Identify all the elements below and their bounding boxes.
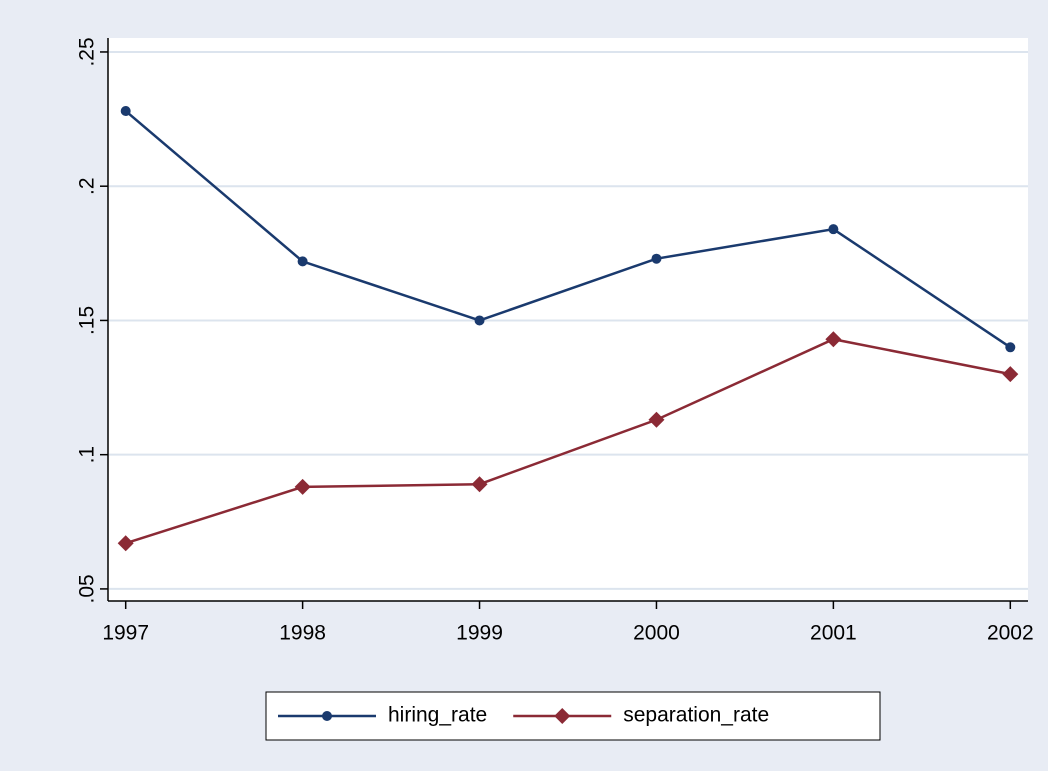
marker [828,224,839,235]
marker [322,711,332,721]
y-tick-label: .15 [76,306,99,335]
x-tick-label: 2000 [633,622,680,645]
y-tick-label: .05 [76,574,99,603]
marker [471,476,488,493]
marker [648,411,665,428]
series-line [125,337,1011,545]
marker [651,253,662,264]
x-tick-label: 1998 [279,622,326,645]
marker [297,256,308,267]
marker [554,708,571,724]
marker [294,478,311,495]
y-tick-label: .1 [76,446,99,464]
x-tick-label: 1997 [102,622,149,645]
y-tick-label: .25 [76,37,99,66]
x-tick-label: 2002 [987,622,1034,645]
marker [120,106,131,117]
marker [1005,342,1016,353]
series-line [124,110,1012,349]
marker [1002,366,1019,383]
legend-label: hiring_rate [388,704,487,727]
x-tick-label: 2001 [810,622,857,645]
y-tick-label: .2 [76,177,99,195]
x-tick-label: 1999 [456,622,503,645]
marker [825,331,842,348]
marker [117,535,134,552]
marker [474,315,485,326]
legend-label: separation_rate [623,704,769,727]
